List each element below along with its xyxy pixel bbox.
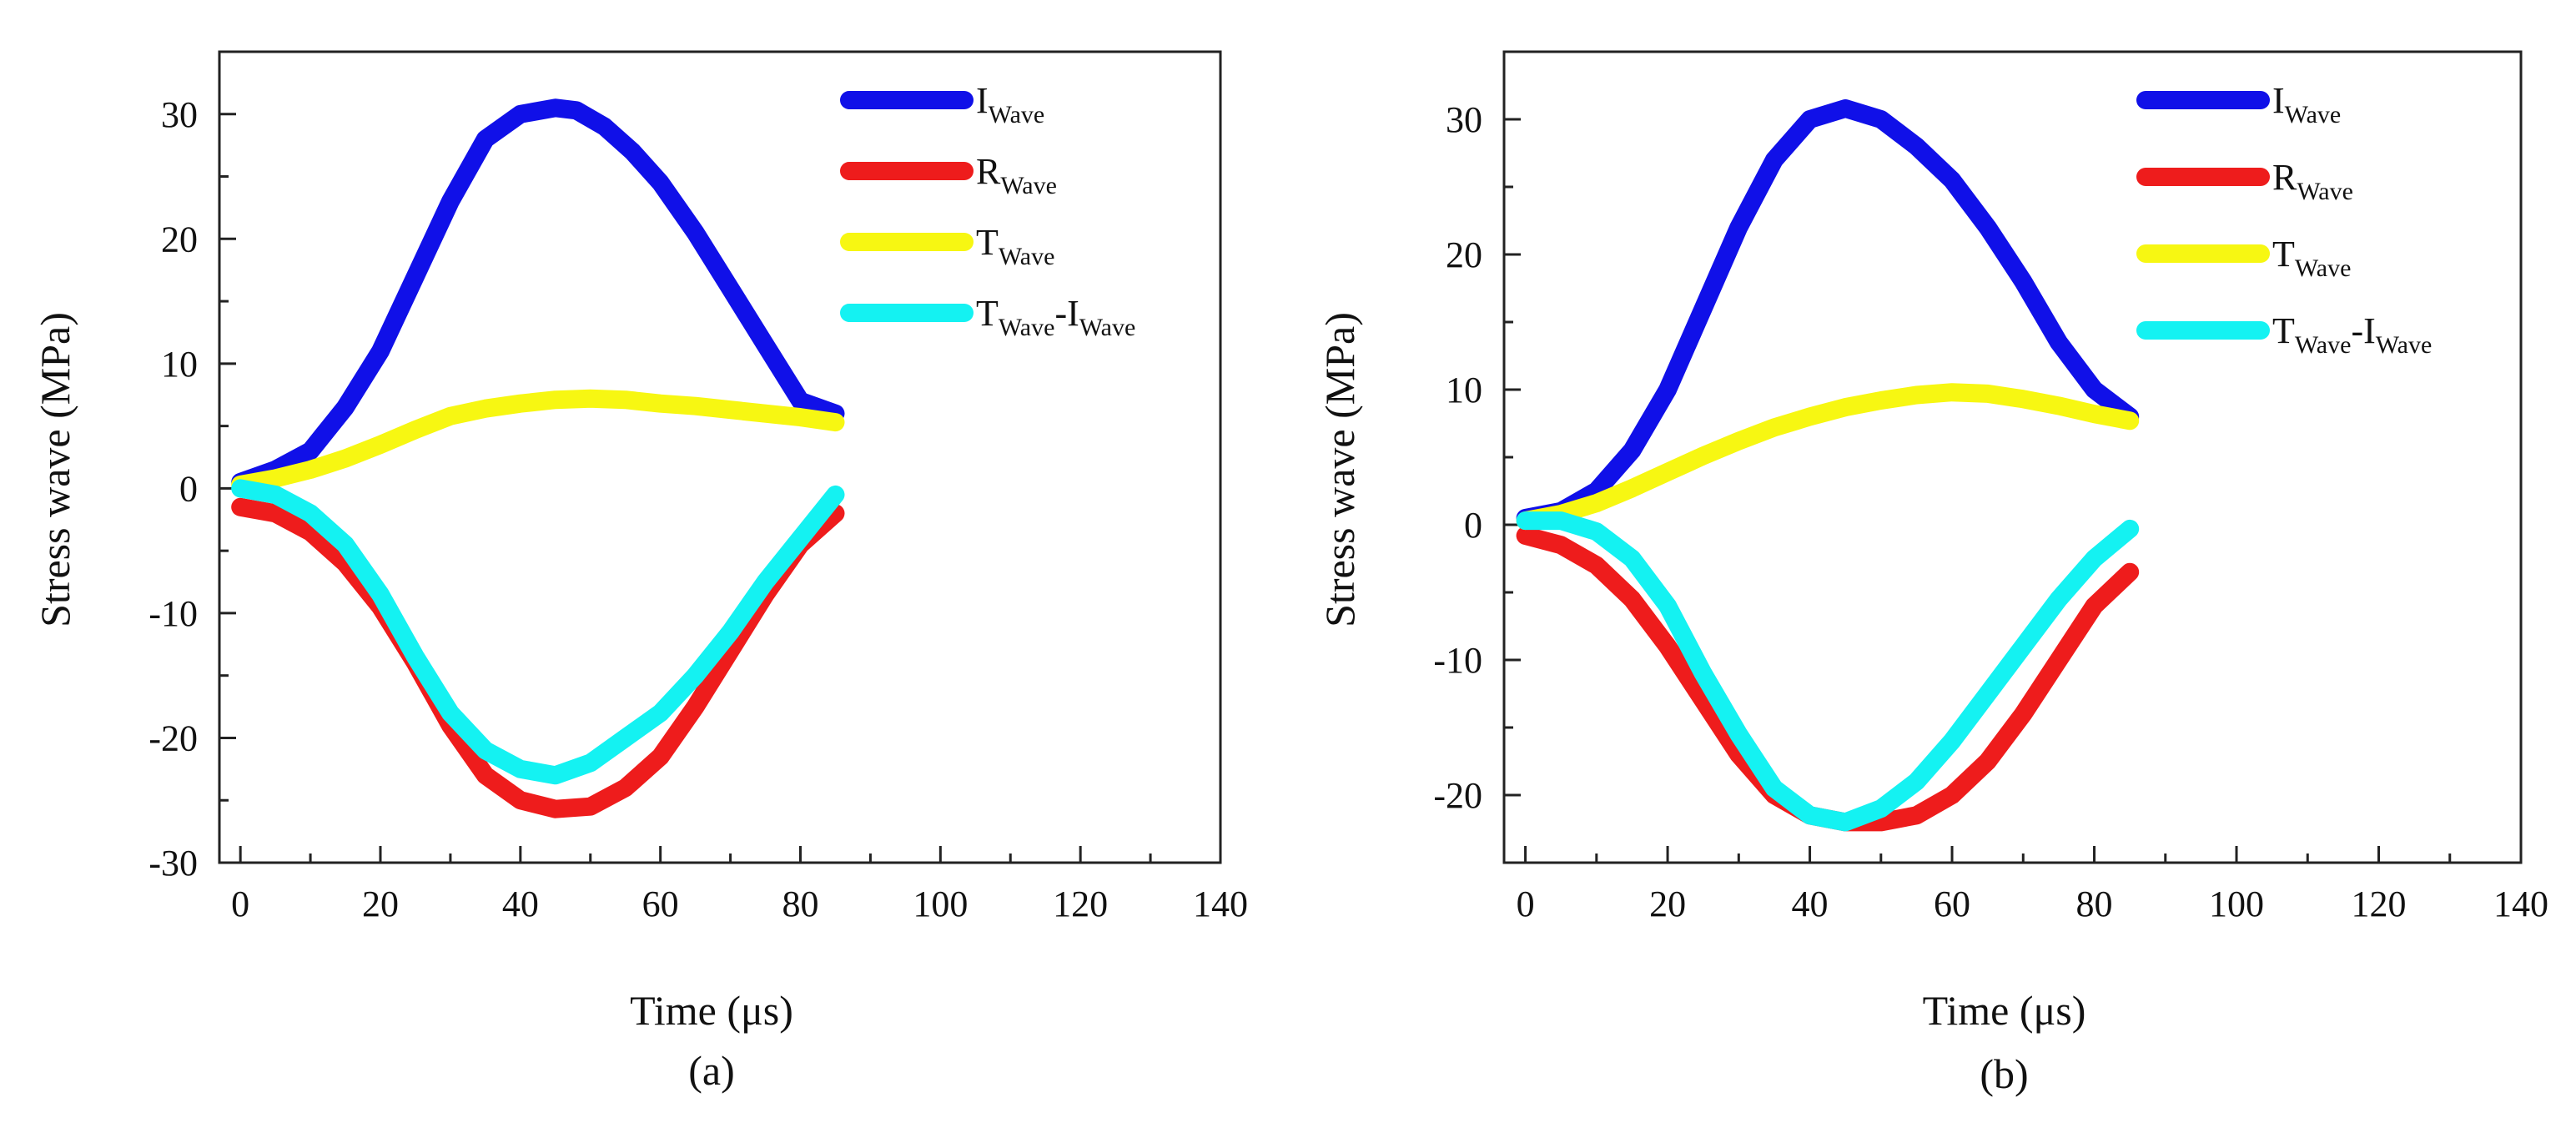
legend-label: TWave — [2272, 234, 2351, 282]
legend-label-sub: Wave — [2295, 254, 2352, 282]
x-tick-label: 120 — [2352, 884, 2407, 924]
y-tick-label: -10 — [148, 593, 198, 634]
x-tick-label: 0 — [1517, 884, 1535, 924]
y-tick-label: -20 — [1433, 775, 1482, 816]
y-tick-label: 30 — [1446, 99, 1482, 140]
x-tick-label: 140 — [1193, 884, 1248, 924]
legend-label-sub: Wave — [989, 101, 1045, 128]
legend-item-r: RWave — [2136, 157, 2353, 205]
legend-label: TWave — [976, 222, 1054, 270]
legend-label-sub: Wave — [1000, 172, 1057, 199]
legend-label-sub: Wave — [2285, 101, 2342, 128]
legend-label-main: T — [2272, 234, 2295, 274]
legend-label-sub: Wave — [1079, 314, 1136, 341]
legend-label-main: I — [2272, 80, 2285, 121]
legend-item-ti: TWave-IWave — [2136, 310, 2432, 359]
legend-label: TWave-IWave — [976, 293, 1135, 341]
series-line-r — [231, 497, 845, 818]
legend-label: RWave — [976, 151, 1057, 199]
legend-item-t: TWave — [2136, 234, 2351, 282]
legend-label-main: R — [2272, 157, 2297, 198]
x-tick-label: 0 — [231, 884, 249, 924]
legend-label-main: I — [976, 80, 989, 121]
y-tick-label: -30 — [148, 843, 198, 884]
x-tick-label: 60 — [642, 884, 679, 924]
panel-label: (b) — [1980, 1050, 2028, 1097]
legend-label-sub: Wave — [999, 243, 1055, 270]
y-tick-label: 20 — [1446, 234, 1482, 275]
x-axis-label: Time (μs) — [630, 987, 793, 1034]
legend-label: IWave — [976, 80, 1044, 128]
x-tick-label: 100 — [913, 884, 968, 924]
legend-item-i: IWave — [840, 80, 1044, 128]
legend-label-main: -I — [2351, 310, 2375, 351]
x-tick-label: 40 — [1792, 884, 1829, 924]
x-tick-label: 120 — [1053, 884, 1108, 924]
x-tick-label: 60 — [1934, 884, 1970, 924]
panel-label: (a) — [688, 1047, 735, 1094]
legend-label: IWave — [2272, 80, 2341, 128]
series-line-i — [1516, 99, 2140, 527]
legend-label-sub: Wave — [2376, 331, 2433, 359]
y-tick-label: 10 — [161, 344, 198, 385]
x-tick-label: 20 — [362, 884, 399, 924]
legend-label-sub: Wave — [2295, 331, 2352, 359]
series-line-t — [1516, 383, 2140, 531]
plot-frame — [218, 50, 1222, 864]
legend-label-main: T — [2272, 310, 2295, 351]
y-tick-label: 20 — [161, 219, 198, 259]
y-tick-label: 0 — [179, 468, 198, 509]
legend-label-main: -I — [1054, 293, 1079, 334]
y-tick-label: 10 — [1446, 370, 1482, 410]
y-axis-label: Stress wave (MPa) — [32, 312, 78, 627]
y-tick-label: -20 — [148, 718, 198, 758]
series-line-t — [231, 389, 845, 494]
x-tick-label: 80 — [782, 884, 819, 924]
y-tick-label: 0 — [1464, 505, 1482, 546]
legend-label: RWave — [2272, 157, 2353, 205]
legend-label-main: T — [976, 293, 999, 334]
x-tick-label: 20 — [1649, 884, 1686, 924]
legend-label-main: R — [976, 151, 1001, 192]
legend-item-t: TWave — [840, 222, 1054, 270]
legend-label-sub: Wave — [999, 314, 1055, 341]
x-tick-label: 40 — [502, 884, 539, 924]
legend-label: TWave-IWave — [2272, 310, 2432, 359]
x-axis-label: Time (μs) — [1923, 987, 2086, 1034]
series-line-i — [231, 98, 845, 491]
y-tick-label: -10 — [1433, 640, 1482, 681]
legend-item-ti: TWave-IWave — [840, 293, 1135, 341]
legend-item-i: IWave — [2136, 80, 2341, 128]
legend-label-sub: Wave — [2297, 178, 2353, 205]
legend-item-r: RWave — [840, 151, 1057, 199]
x-tick-label: 80 — [2076, 884, 2113, 924]
y-axis-label: Stress wave (MPa) — [1316, 312, 1363, 627]
y-tick-label: 30 — [161, 94, 198, 135]
series-line-r — [1516, 526, 2140, 832]
series-line-ti — [1516, 511, 2140, 832]
x-tick-label: 100 — [2209, 884, 2264, 924]
x-tick-label: 140 — [2493, 884, 2548, 924]
series-line-ti — [231, 479, 845, 785]
legend-label-main: T — [976, 222, 999, 263]
